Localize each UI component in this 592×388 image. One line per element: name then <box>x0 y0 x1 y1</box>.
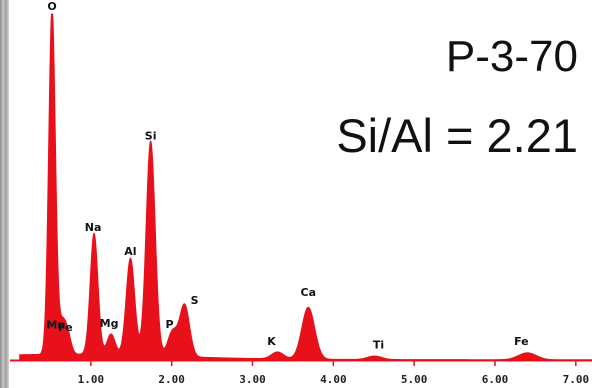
peak-label: Mn <box>46 318 65 331</box>
peak-label: O <box>47 0 56 13</box>
peak-label: Si <box>145 129 157 142</box>
peak-label: Fe <box>58 321 73 334</box>
image-left-edge <box>0 0 9 388</box>
peak-label: Fe <box>514 335 529 348</box>
peak-label: K <box>267 335 276 348</box>
x-tick-label: 6.00 <box>482 373 509 386</box>
peak-label: P <box>165 318 173 331</box>
x-tick-label: 4.00 <box>320 373 347 386</box>
peak-label: Mg <box>100 317 119 330</box>
peak-label: S <box>191 294 199 307</box>
x-tick-label: 5.00 <box>401 373 428 386</box>
chart-title: P-3-70 <box>445 32 578 81</box>
x-tick-label: 7.00 <box>563 373 590 386</box>
peak-label: Al <box>124 245 136 258</box>
chart-subtitle: Si/Al = 2.21 <box>336 109 578 162</box>
x-tick-label: 1.00 <box>78 373 105 386</box>
peak-label: Ca <box>301 286 317 299</box>
peak-label: Ti <box>373 339 384 352</box>
peak-label: Na <box>85 221 102 234</box>
x-tick-label: 2.00 <box>158 373 185 386</box>
x-tick-label: 3.00 <box>239 373 266 386</box>
